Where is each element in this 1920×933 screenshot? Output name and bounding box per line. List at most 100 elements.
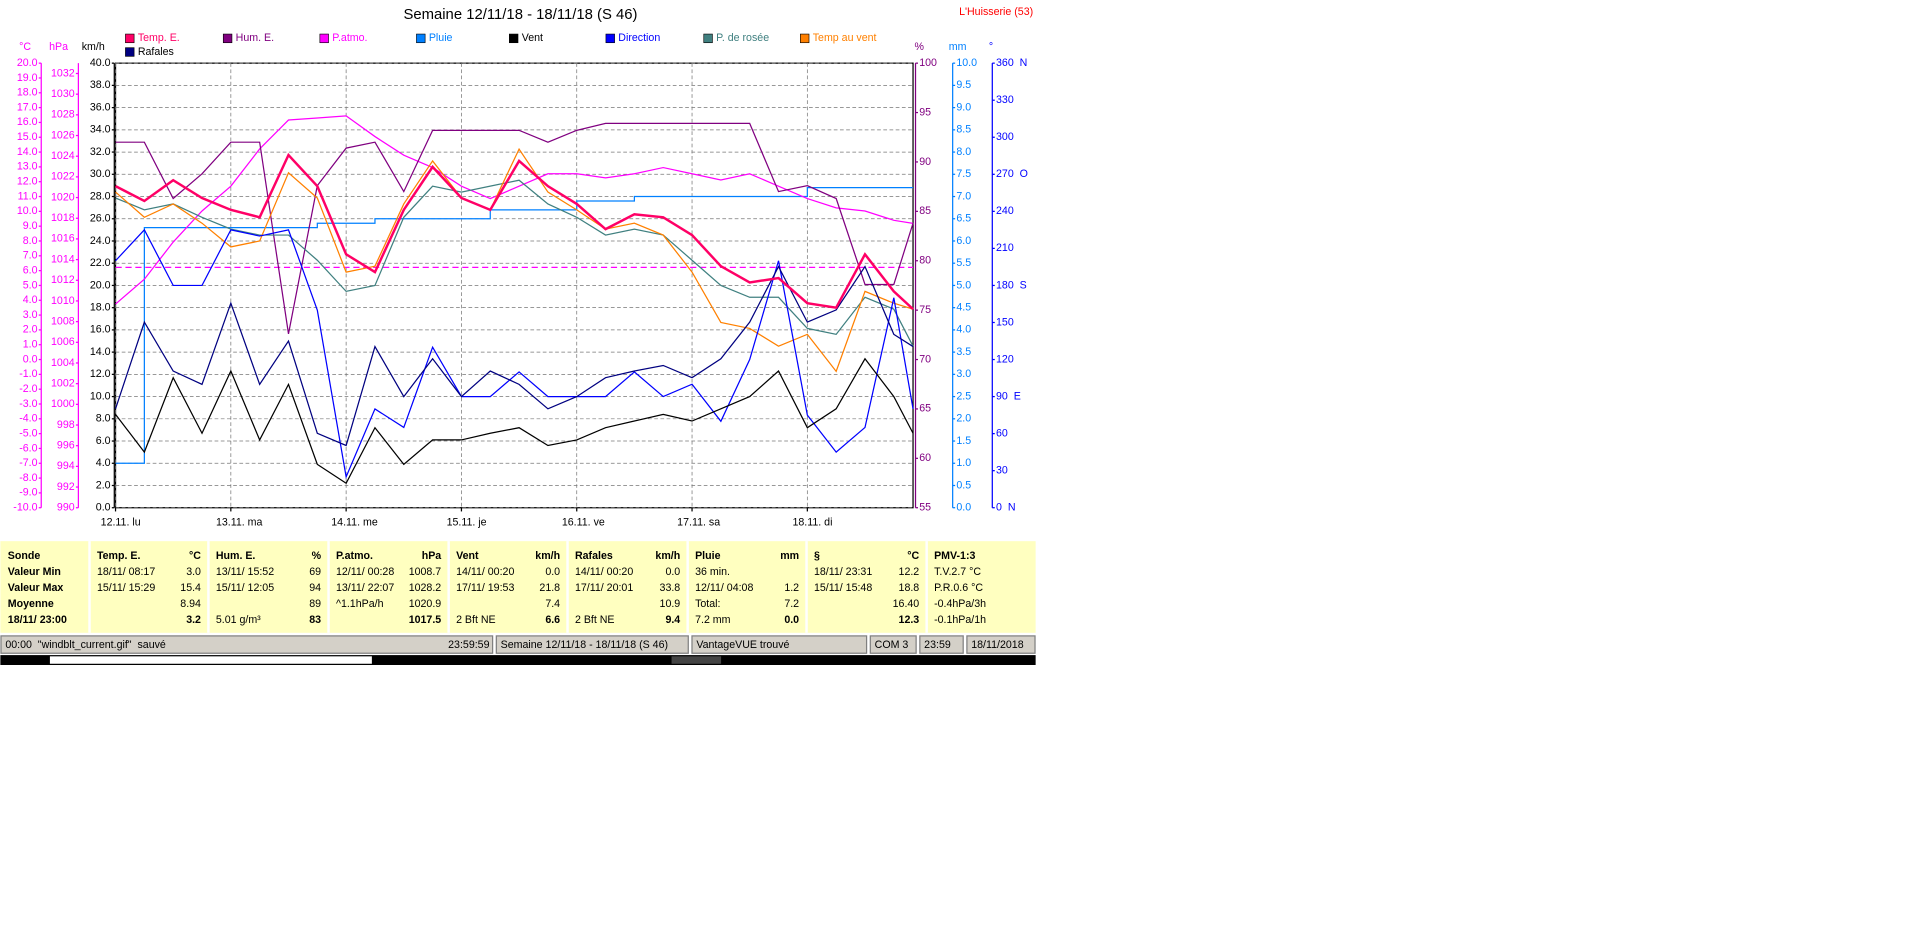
y-tick-label: 85 [919, 205, 931, 217]
y-tick-label: 1.0 [23, 339, 38, 351]
y-tick-label: 19.0 [17, 72, 38, 84]
y-tick-label: 2.0 [23, 324, 38, 336]
legend-swatch [703, 33, 713, 44]
y-tick-label: 80 [919, 255, 931, 267]
column-unit: km/h [655, 550, 680, 562]
y-tick-label: 1006 [51, 336, 75, 348]
y-tick-label: 1016 [51, 233, 75, 245]
series-line [115, 187, 914, 464]
cell-value: 9.4 [665, 614, 680, 626]
cell-left: T.V.2.7 °C [934, 566, 981, 578]
cell-left: 12/11/ 00:28 [336, 566, 394, 578]
status-text: 23:59 [924, 639, 951, 651]
cell-value: 3.2 [186, 614, 201, 626]
status-text: 23:59:59 [448, 639, 489, 651]
axis-unit: mm [949, 41, 967, 53]
cell-left: Total: [695, 598, 720, 610]
y-tick-label: 15.0 [17, 131, 38, 143]
y-tick-label: 30 [996, 464, 1008, 476]
y-tick-label: 0.0 [96, 502, 111, 514]
legend-swatch [416, 33, 426, 44]
y-tick-label: 40.0 [90, 57, 111, 69]
weather-app: Semaine 12/11/18 - 18/11/18 (S 46) L'Hui… [0, 0, 1036, 665]
y-tick-label: 5.5 [956, 257, 971, 269]
y-tick-label: 0.0 [23, 353, 38, 365]
column-header: Vent [456, 550, 479, 562]
row-label: 18/11/ 23:00 [8, 614, 67, 626]
y-tick-label: 70 [919, 353, 931, 365]
cell-value: 12.3 [899, 614, 920, 626]
y-tick-label: 1028 [51, 109, 75, 121]
cell-value: 1017.5 [409, 614, 442, 626]
cell-value: 0.0 [545, 566, 560, 578]
row-label: Valeur Max [8, 582, 64, 594]
cell-value: 18.8 [899, 582, 920, 594]
axis-unit: °C [19, 41, 31, 53]
legend-label: P.atmo. [332, 32, 367, 44]
cell-left: 14/11/ 00:20 [456, 566, 514, 578]
cell-value: 6.6 [545, 614, 560, 626]
column-header: Hum. E. [216, 550, 256, 562]
y-tick-label: 4.5 [956, 301, 971, 313]
y-tick-label: 180 S [996, 279, 1027, 291]
legend-swatch [319, 33, 329, 44]
y-tick-label: 994 [57, 460, 75, 472]
legend-label: Hum. E. [236, 32, 274, 44]
series-line [115, 147, 914, 373]
scrollbar-part [671, 656, 722, 664]
y-tick-label: 11.0 [18, 190, 38, 202]
series-line [115, 115, 914, 305]
y-tick-label: 1010 [51, 295, 75, 307]
column-unit: °C [189, 550, 201, 562]
y-tick-label: 2.0 [956, 413, 971, 425]
y-tick-label: 65 [919, 403, 931, 415]
cell-left: 14/11/ 00:20 [575, 566, 633, 578]
y-tick-label: -10.0 [13, 502, 37, 514]
cell-left: 12/11/ 04:08 [695, 582, 753, 594]
legend-label: Temp au vent [813, 32, 877, 44]
y-tick-label: 1014 [51, 253, 75, 265]
status-panel [919, 635, 964, 654]
cell-value: 69 [309, 566, 321, 578]
chart-title: Semaine 12/11/18 - 18/11/18 (S 46) [403, 7, 637, 23]
cell-value: 15.4 [180, 582, 201, 594]
y-tick-label: 3.5 [956, 346, 971, 358]
status-text: Semaine 12/11/18 - 18/11/18 (S 46) [501, 639, 668, 651]
cell-left: 15/11/ 12:05 [216, 582, 274, 594]
y-tick-label: 1002 [51, 377, 75, 389]
legend-swatch [509, 33, 519, 44]
cell-value: 89 [309, 598, 321, 610]
y-tick-label: 996 [57, 440, 75, 452]
cell-left: -0.4hPa/3h [934, 598, 986, 610]
series-line [115, 228, 914, 480]
y-tick-label: 120 [996, 353, 1014, 365]
y-tick-label: -3.0 [19, 398, 37, 410]
y-tick-label: 330 [996, 94, 1014, 106]
y-tick-label: 7.5 [956, 168, 971, 180]
cell-value: 10.9 [660, 598, 681, 610]
cell-left: ^1.1hPa/h [336, 598, 384, 610]
y-tick-label: 17.0 [17, 101, 38, 113]
axis-unit: ° [989, 41, 993, 53]
y-tick-label: 8.0 [956, 146, 971, 158]
status-text: 00:00 "windblt_current.gif" sauvé [5, 639, 166, 651]
y-tick-label: 8.0 [96, 413, 111, 425]
legend-swatch [800, 33, 810, 44]
legend-swatch [125, 47, 135, 57]
y-tick-label: 8.5 [956, 124, 971, 136]
status-panel [966, 635, 1036, 654]
y-tick-label: 0 N [996, 502, 1016, 514]
location: L'Huisserie (53) [959, 6, 1033, 18]
y-tick-label: 1.0 [956, 457, 971, 469]
y-tick-label: 4.0 [23, 294, 38, 306]
y-tick-label: 6.0 [23, 264, 38, 276]
y-tick-label: 4.0 [96, 457, 111, 469]
cell-value: 7.2 [784, 598, 799, 610]
y-tick-label: 60 [996, 427, 1008, 439]
y-tick-label: 6.0 [96, 435, 111, 447]
cell-value: 21.8 [539, 582, 560, 594]
y-tick-label: 10.0 [956, 57, 977, 69]
cell-left: 18/11/ 23:31 [814, 566, 872, 578]
y-tick-label: 3.0 [956, 368, 971, 380]
